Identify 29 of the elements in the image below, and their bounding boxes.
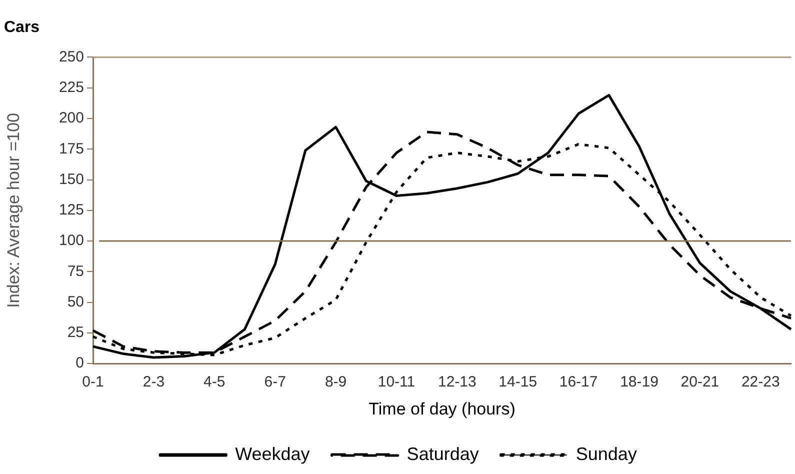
x-tick-label: 8-9	[324, 374, 347, 391]
x-tick-label: 4-5	[204, 374, 226, 391]
x-tick-label: 18-19	[620, 374, 658, 391]
y-tick-label: 200	[58, 110, 84, 127]
y-tick-label: 100	[58, 232, 84, 250]
y-tick-label: 125	[58, 202, 84, 219]
y-tick-label: 50	[67, 293, 84, 310]
y-tick-label: 25	[67, 324, 84, 342]
y-tick-label: 225	[58, 78, 84, 96]
x-tick-label: 14-15	[498, 374, 538, 391]
legend-label: Saturday	[406, 444, 479, 464]
x-tick-label: 16-17	[559, 374, 598, 391]
x-tick-label: 2-3	[142, 374, 165, 391]
y-tick-label: 175	[58, 140, 84, 158]
y-tick-label: 75	[67, 262, 84, 280]
y-tick-label: 150	[58, 170, 84, 188]
x-tick-label: 12-13	[438, 374, 476, 391]
legend-label: Sunday	[576, 444, 637, 464]
legend-label: Weekday	[235, 444, 310, 464]
x-tick-label: 22-23	[741, 374, 780, 391]
chart-title: Cars	[4, 19, 40, 36]
y-tick-label: 250	[58, 48, 84, 66]
y-tick-label: 0	[76, 354, 84, 372]
x-tick-label: 20-21	[680, 374, 720, 391]
x-tick-label: 6-7	[264, 374, 286, 391]
x-tick-label: 0-1	[82, 374, 104, 391]
y-axis-title: Index: Average hour =100	[4, 112, 23, 308]
x-tick-label: 10-11	[378, 374, 416, 391]
x-axis-title: Time of day (hours)	[368, 399, 516, 418]
